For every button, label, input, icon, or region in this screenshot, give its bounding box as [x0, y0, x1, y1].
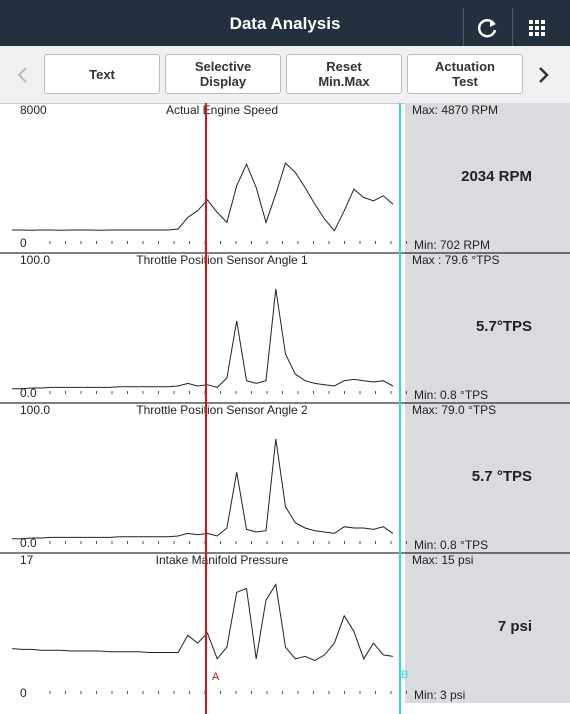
current-value: 2034 RPM: [461, 168, 532, 185]
trace: [12, 438, 394, 540]
min-label: Min: 702 RPM: [414, 238, 490, 252]
panel-title: Throttle Position Sensor Angle 1: [136, 253, 308, 267]
header-title: Data Analysis: [229, 14, 341, 33]
max-label: Max: 15 psi: [412, 553, 473, 567]
panel-title: Throttle Position Sensor Angle 2: [136, 403, 308, 417]
y-max-label: 8000: [20, 103, 47, 117]
trace: [11, 583, 394, 661]
prev-arrow[interactable]: [16, 66, 30, 84]
y-min-label: 0: [20, 686, 27, 700]
side-panel: [405, 403, 570, 553]
y-min-label: 0: [20, 236, 27, 250]
max-label: Max : 79.6 °TPS: [412, 253, 500, 267]
min-label: Min: 0.8 °TPS: [414, 388, 488, 402]
panel-title: Actual Engine Speed: [166, 103, 278, 117]
toolbar-button[interactable]: Selective Display: [165, 54, 281, 94]
y-max-label: 100.0: [20, 403, 50, 417]
refresh-icon: [477, 19, 497, 38]
max-label: Max: 79.0 °TPS: [412, 403, 496, 417]
trace: [12, 288, 394, 390]
current-value: 5.7°TPS: [476, 318, 532, 335]
y-max-label: 100.0: [20, 253, 50, 267]
y-min-label: 0.0: [20, 536, 37, 550]
min-label: Min: 3 psi: [414, 688, 465, 702]
refresh-button[interactable]: [463, 8, 510, 46]
current-value: 7 psi: [498, 618, 532, 635]
header: Data Analysis: [0, 0, 570, 46]
side-panel: [405, 103, 570, 253]
cursor-a-label: A: [212, 671, 220, 683]
current-value: 5.7 °TPS: [472, 468, 532, 485]
toolbar-button[interactable]: Actuation Test: [407, 54, 523, 94]
menu-button[interactable]: [512, 8, 559, 46]
min-label: Min: 0.8 °TPS: [414, 538, 488, 552]
cursor-b-label: B: [401, 669, 408, 681]
toolbar-button[interactable]: Text: [44, 54, 160, 94]
toolbar-button[interactable]: Reset Min.Max: [286, 54, 402, 94]
toolbar: Text Selective Display Reset Min.Max Actuat…: [0, 46, 570, 104]
y-min-label: 0.0: [20, 386, 37, 400]
next-arrow[interactable]: [536, 66, 550, 84]
grid-icon: [529, 20, 545, 36]
trace: [12, 162, 394, 232]
side-panel: [405, 253, 570, 403]
plots: 8000 0 Actual Engine Speed Max: 4870 RPM 203…: [0, 103, 570, 714]
panel-title: Intake Manifold Pressure: [156, 553, 289, 567]
y-max-label: 17: [20, 553, 34, 567]
max-label: Max: 4870 RPM: [412, 103, 498, 117]
side-panel: [405, 553, 570, 703]
